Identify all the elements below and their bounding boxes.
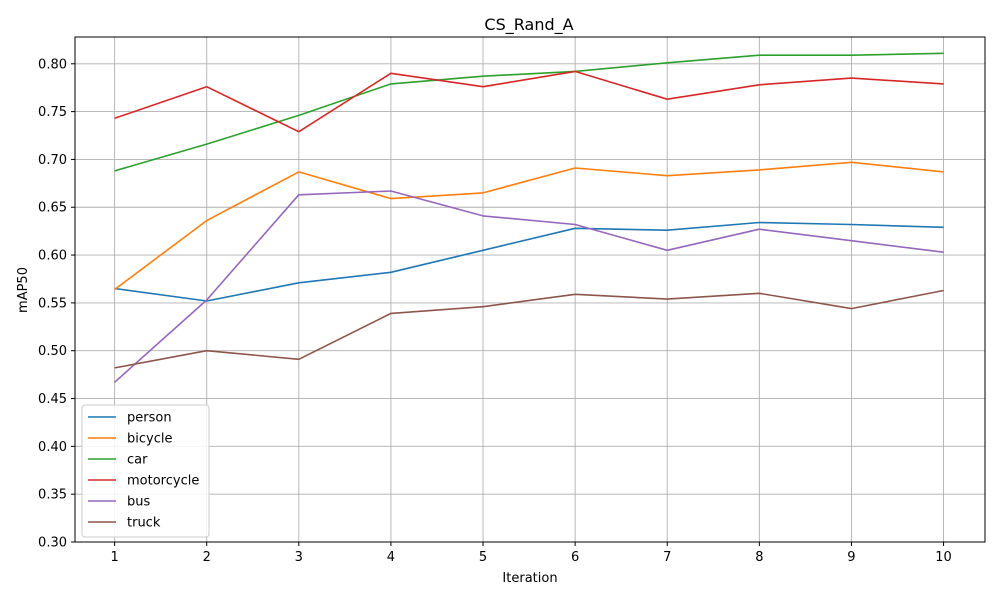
- series-line-bicycle: [114, 161, 944, 291]
- series-group: [114, 52, 944, 383]
- chart-title: CS_Rand_A: [484, 15, 573, 35]
- legend: person bicycle car motorcycle bus truck: [81, 404, 210, 538]
- y-axis: 0.30 0.35 0.40 0.45 0.50 0.55 0.60 0.65 0.70 0.75…: [38, 57, 75, 551]
- y-tick-label: 0.80: [38, 57, 67, 72]
- y-tick-label: 0.50: [38, 344, 67, 359]
- x-tick-label: 10: [935, 550, 952, 565]
- x-axis: 1 2 3 4 5 6 7 8 9 10: [110, 542, 952, 565]
- legend-label-person: person: [127, 411, 172, 426]
- legend-label-bicycle: bicycle: [127, 432, 172, 447]
- x-tick-label: 9: [847, 550, 855, 565]
- x-tick-label: 6: [571, 550, 579, 565]
- grid: [75, 37, 985, 543]
- y-tick-label: 0.30: [38, 536, 67, 551]
- y-tick-label: 0.60: [38, 249, 67, 264]
- y-tick-label: 0.55: [38, 296, 67, 311]
- legend-label-car: car: [127, 453, 148, 468]
- y-tick-label: 0.75: [38, 105, 67, 120]
- x-tick-label: 5: [479, 550, 487, 565]
- x-tick-label: 7: [663, 550, 671, 565]
- y-axis-label: mAP50: [16, 267, 31, 313]
- x-tick-label: 4: [387, 550, 395, 565]
- y-tick-label: 0.35: [38, 488, 67, 503]
- legend-label-bus: bus: [127, 495, 150, 510]
- x-axis-label: Iteration: [502, 571, 557, 586]
- legend-label-motorcycle: motorcycle: [127, 474, 199, 489]
- series-line-person: [114, 221, 944, 302]
- y-tick-label: 0.65: [38, 201, 67, 216]
- series-line-motorcycle: [114, 70, 944, 133]
- x-tick-label: 3: [295, 550, 303, 565]
- x-tick-label: 1: [110, 550, 118, 565]
- x-tick-label: 8: [755, 550, 763, 565]
- y-tick-label: 0.40: [38, 440, 67, 455]
- series-line-truck: [114, 289, 944, 369]
- y-tick-label: 0.45: [38, 392, 67, 407]
- legend-label-truck: truck: [127, 516, 161, 531]
- y-tick-label: 0.70: [38, 153, 67, 168]
- series-line-car: [114, 52, 944, 172]
- plot-frame: [74, 36, 986, 543]
- x-tick-label: 2: [203, 550, 211, 565]
- series-line-bus: [114, 190, 944, 383]
